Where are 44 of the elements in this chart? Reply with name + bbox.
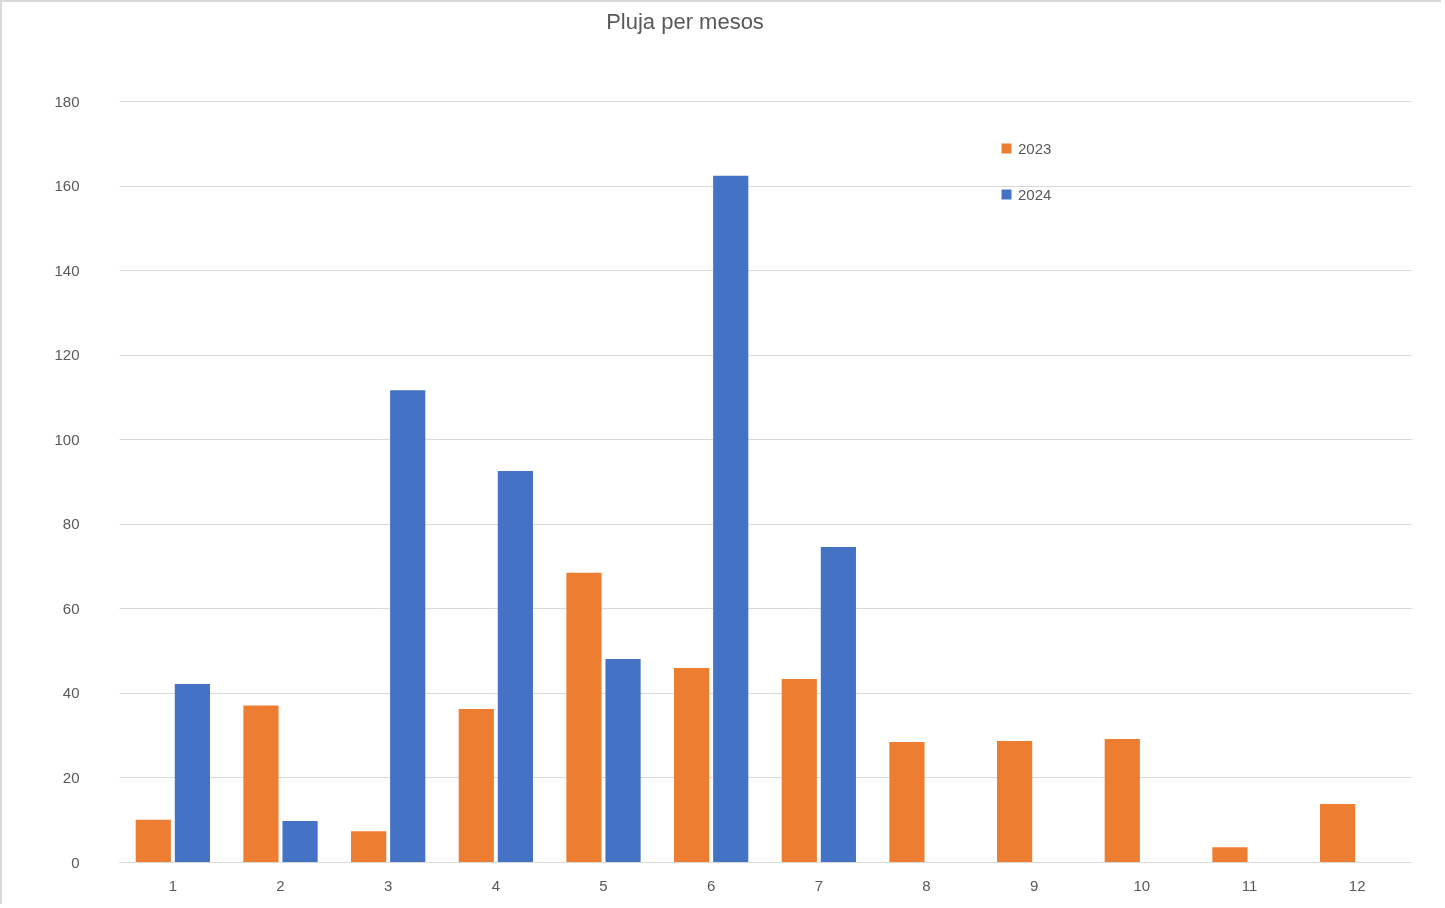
bar bbox=[390, 390, 426, 862]
y-tick-label: 120 bbox=[54, 346, 80, 364]
bar bbox=[674, 667, 710, 862]
bar bbox=[458, 708, 494, 862]
y-tick-label: 180 bbox=[54, 92, 80, 110]
bar bbox=[135, 819, 171, 862]
bar bbox=[497, 470, 533, 862]
y-tick-label: 140 bbox=[54, 261, 80, 279]
y-tick-label: 100 bbox=[54, 430, 80, 448]
bar bbox=[243, 705, 279, 862]
y-tick-label: 40 bbox=[62, 684, 80, 702]
bar bbox=[1104, 738, 1140, 862]
x-tick-label: 3 bbox=[383, 876, 393, 894]
bar bbox=[997, 741, 1033, 862]
bar bbox=[282, 820, 318, 862]
bar bbox=[781, 678, 817, 862]
y-tick-label: 60 bbox=[62, 599, 80, 617]
legend-label: 2024 bbox=[1018, 185, 1052, 203]
legend-label: 2023 bbox=[1018, 139, 1052, 157]
x-tick-label: 5 bbox=[599, 876, 608, 894]
x-tick-label: 7 bbox=[814, 876, 824, 894]
y-tick-label: 160 bbox=[54, 177, 80, 195]
bar bbox=[1320, 804, 1356, 862]
bar bbox=[605, 659, 641, 862]
x-tick-label: 4 bbox=[491, 876, 501, 894]
bar bbox=[566, 572, 602, 862]
y-tick-label: 80 bbox=[62, 515, 80, 533]
bar bbox=[1212, 847, 1248, 862]
x-tick-label: 12 bbox=[1348, 876, 1366, 894]
x-tick-label: 6 bbox=[706, 876, 716, 894]
chart-title: Pluja per mesos bbox=[606, 9, 764, 34]
bar bbox=[174, 684, 210, 862]
bar bbox=[889, 741, 925, 862]
y-tick-label: 20 bbox=[62, 768, 80, 786]
x-tick-label: 2 bbox=[276, 876, 285, 894]
x-tick-label: 10 bbox=[1133, 876, 1151, 894]
y-tick-label: 0 bbox=[71, 853, 80, 871]
bar bbox=[713, 175, 749, 862]
bar bbox=[820, 547, 856, 862]
x-tick-label: 11 bbox=[1241, 876, 1258, 894]
x-tick-label: 8 bbox=[922, 876, 931, 894]
x-tick-label: 9 bbox=[1029, 876, 1039, 894]
bar bbox=[351, 831, 387, 862]
x-tick-label: 1 bbox=[168, 876, 178, 894]
